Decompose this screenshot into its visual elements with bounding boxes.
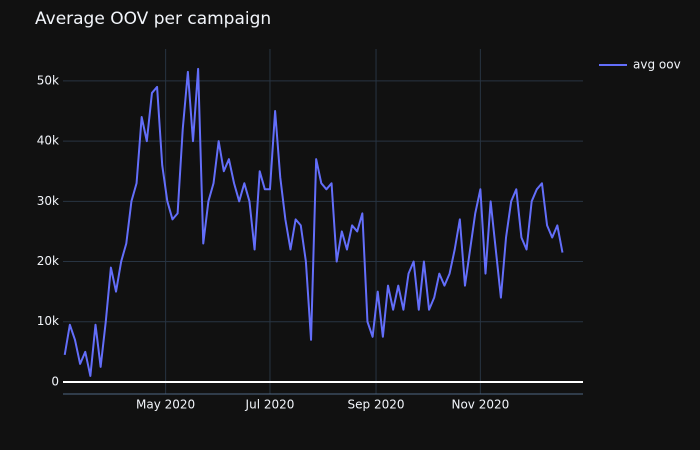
- y-tick-label: 20k: [37, 254, 59, 268]
- x-tick-label: Sep 2020: [348, 398, 405, 412]
- y-tick-label: 0: [51, 374, 59, 388]
- legend-label: avg oov: [633, 58, 681, 72]
- x-tick-label: May 2020: [136, 398, 195, 412]
- data-line: [63, 67, 564, 377]
- x-tick-label: Jul 2020: [245, 398, 295, 412]
- x-tick-label: Nov 2020: [451, 398, 509, 412]
- y-tick-label: 50k: [37, 73, 59, 87]
- y-tick-label: 30k: [37, 194, 59, 208]
- y-tick-label: 10k: [37, 314, 59, 328]
- chart-title: Average OOV per campaign: [35, 9, 271, 29]
- y-tick-label: 40k: [37, 134, 59, 148]
